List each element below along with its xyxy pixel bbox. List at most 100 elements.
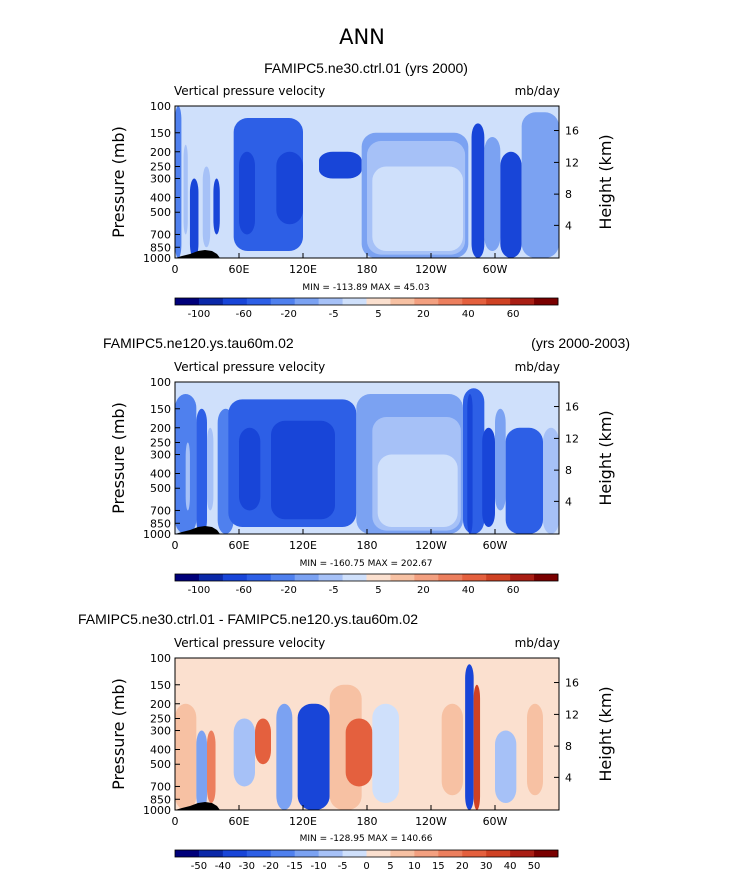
- colorbar-tick-label: -50: [191, 861, 207, 872]
- y2-tick-label: 12: [565, 708, 579, 721]
- panel-2-y2-axis: 4 8 12 16: [554, 401, 579, 508]
- y-tick-label: 150: [150, 127, 171, 140]
- colorbar-swatch: [438, 574, 463, 581]
- colorbar-swatch: [175, 298, 200, 305]
- colorbar-swatch: [318, 574, 343, 581]
- y-tick-label: 850: [150, 793, 171, 806]
- region-3: [207, 730, 216, 804]
- y-tick-label: 100: [150, 652, 171, 665]
- region-7: [239, 151, 255, 235]
- panel-3-plot: [174, 657, 560, 811]
- y-tick-label: 700: [150, 228, 171, 241]
- panel-1-topography: [175, 250, 220, 258]
- region-16: [505, 427, 543, 534]
- y2-tick-label: 4: [565, 219, 572, 232]
- colorbar-swatch: [294, 574, 320, 581]
- x-tick-label: 120E: [289, 815, 317, 828]
- colorbar-swatch: [270, 850, 296, 857]
- colorbar-swatch: [222, 850, 248, 857]
- region-13: [473, 684, 481, 810]
- y-tick-label: 400: [150, 192, 171, 205]
- y-tick-label: 150: [150, 403, 171, 416]
- colorbar-tick-label: 10: [408, 861, 421, 872]
- y-tick-label: 200: [150, 422, 171, 435]
- colorbar-swatch: [438, 298, 463, 305]
- region-9: [319, 151, 362, 179]
- colorbar-swatch: [510, 850, 535, 857]
- region-17: [543, 427, 559, 534]
- colorbar-frame: [174, 849, 559, 858]
- panel-1-case-label: FAMIPC5.ne30.ctrl.01 (yrs 2000): [264, 60, 468, 76]
- colorbar-swatch: [414, 850, 439, 857]
- colorbar-swatch: [390, 850, 415, 857]
- region-9: [345, 718, 373, 787]
- x-tick-label: 120E: [289, 539, 317, 552]
- x-tick-label: 60W: [483, 539, 508, 552]
- x-tick-label: 60E: [229, 263, 250, 276]
- colorbar-tick-label: 60: [507, 585, 520, 596]
- y-tick-label: 700: [150, 780, 171, 793]
- colorbar-swatch: [342, 298, 367, 305]
- panel-2-plot: [174, 381, 560, 535]
- colorbar-tick-label: 5: [375, 585, 381, 596]
- panel-3-title: Vertical pressure velocity: [174, 636, 325, 650]
- colorbar-tick-label: -20: [281, 309, 297, 320]
- y2-tick-label: 8: [565, 188, 572, 201]
- panel-3: FAMIPC5.ne30.ctrl.01 - FAMIPC5.ne120.ys.…: [78, 611, 615, 872]
- colorbar-swatch: [318, 298, 343, 305]
- colorbar-swatch: [294, 850, 320, 857]
- panel-2-colorbar: -100 -60 -20 -5 5 20 40 60: [174, 573, 559, 596]
- y-tick-label: 300: [150, 449, 171, 462]
- region-16: [521, 112, 559, 258]
- y2-tick-label: 12: [565, 432, 579, 445]
- colorbar-swatch: [414, 574, 439, 581]
- colorbar-swatch: [294, 298, 320, 305]
- panel-2: FAMIPC5.ne120.ys.tau60m.02 (yrs 2000-200…: [103, 335, 630, 596]
- colorbar-tick-label: 20: [417, 309, 430, 320]
- x-tick-label: 0: [172, 815, 179, 828]
- region-12: [372, 166, 463, 252]
- colorbar-swatch: [390, 298, 415, 305]
- region-11: [441, 703, 463, 796]
- region-3: [189, 178, 199, 258]
- panel-1-y2-axis: 4 8 12 16: [554, 125, 579, 232]
- panel-2-units: mb/day: [515, 360, 560, 374]
- y2-tick-label: 8: [565, 464, 572, 477]
- colorbar-swatch: [462, 850, 487, 857]
- panel-1-colorbar: -100 -60 -20 -5 5 20 40 60: [174, 297, 559, 320]
- panel-1-minmax: MIN = -113.89 MAX = 45.03: [302, 283, 429, 293]
- colorbar-tick-label: 60: [507, 309, 520, 320]
- x-tick-label: 60E: [229, 815, 250, 828]
- region-5: [213, 178, 220, 235]
- colorbar-tick-label: -20: [263, 861, 279, 872]
- x-tick-label: 0: [172, 539, 179, 552]
- colorbar-swatch: [342, 574, 367, 581]
- colorbar-tick-label: -30: [239, 861, 255, 872]
- colorbar-swatch: [486, 298, 511, 305]
- x-tick-label: 120W: [415, 815, 447, 828]
- colorbar-tick-label: 15: [432, 861, 445, 872]
- colorbar-swatch: [414, 298, 439, 305]
- panel-2-regions: [175, 388, 559, 534]
- y-tick-label: 300: [150, 173, 171, 186]
- x-tick-label: 180: [357, 263, 378, 276]
- region-12: [463, 388, 485, 534]
- colorbar-tick-label: -40: [215, 861, 231, 872]
- colorbar-swatch: [510, 574, 535, 581]
- panel-2-minmax: MIN = -160.75 MAX = 202.67: [300, 559, 433, 569]
- y-tick-label: 500: [150, 206, 171, 219]
- region-13: [467, 394, 473, 534]
- region-1: [175, 106, 182, 258]
- colorbar-tick-label: -60: [236, 309, 252, 320]
- colorbar-swatch: [486, 574, 511, 581]
- colorbar-swatch: [246, 298, 272, 305]
- region-2: [185, 442, 190, 511]
- panel-3-colorbar: -50 -40 -30 -20 -15 -10 -5 0 5 10 15 20 30 40 50: [174, 849, 559, 872]
- panel-1-y2label: Height (km): [596, 134, 615, 229]
- colorbar-tick-label: -5: [329, 309, 339, 320]
- x-tick-label: 180: [357, 539, 378, 552]
- y2-tick-label: 16: [565, 125, 579, 138]
